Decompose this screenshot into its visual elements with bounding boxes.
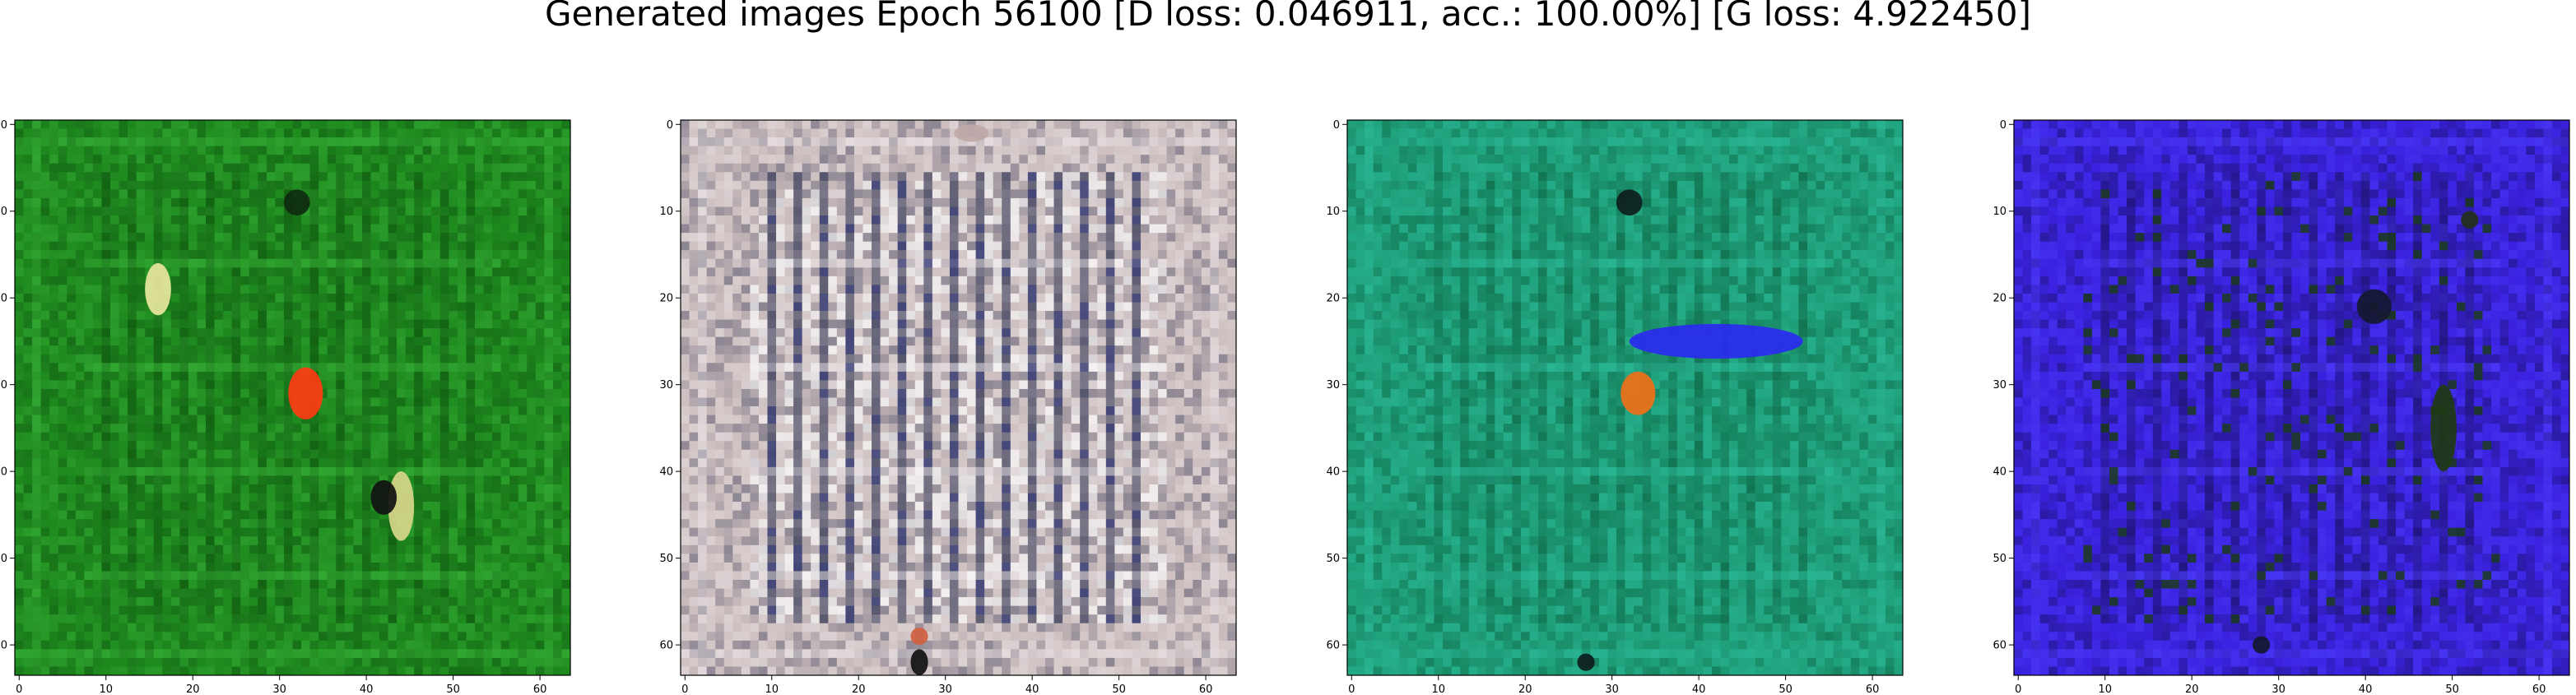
image-panel-2-axes: 0 10 20 30 40 50 60 0 10 20 30 40 50 60: [659, 119, 1212, 695]
image-panel-4-x-tick-label: 10: [2098, 683, 2112, 695]
image-panel-1: 0 10 20 30 40 50 60 0 10 20 30 40 50 60: [0, 119, 571, 695]
image-panel-3-canvas: 0 10 20 30 40 50 60 0 10 20 30 40 50 60: [1326, 119, 1904, 695]
image-panel-2-pixels: [681, 120, 1237, 676]
image-panel-3-x-tick-label: 0: [1348, 683, 1355, 695]
image-panel-1-axes: 0 10 20 30 40 50 60 0 10 20 30 40 50 60: [0, 119, 546, 695]
image-panel-1-hotspot: [288, 367, 323, 419]
image-panel-4-y-tick-label: 10: [1992, 206, 2006, 218]
image-panel-2-frame: [680, 119, 1237, 676]
image-panel-2-y-tick-label: 20: [659, 293, 673, 305]
image-panel-1-x-tick-label: 30: [272, 683, 286, 695]
image-panel-2-y-tick-label: 40: [659, 466, 673, 479]
image-panel-3-hotspot: [1616, 189, 1643, 216]
image-panel-3-pixels: [1347, 120, 1904, 676]
image-panel-1-x-tick-label: 10: [99, 683, 113, 695]
image-panel-3: 0 10 20 30 40 50 60 0 10 20 30 40 50 60: [1326, 119, 1904, 695]
image-panel-3-x-tick-label: 20: [1518, 683, 1532, 695]
image-panel-4-y-tick-label: 50: [1992, 553, 2006, 565]
image-panel-1-y-tick-label: 20: [0, 293, 7, 305]
image-panel-1-hotspot: [145, 263, 171, 316]
image-panel-1-y-tick-label: 40: [0, 466, 7, 479]
image-panel-3-x-tick-label: 50: [1779, 683, 1793, 695]
image-panel-1-y-tick-label: 0: [1, 119, 7, 132]
image-panel-1-hotspot: [283, 189, 310, 216]
image-panel-3-hotspot: [1620, 371, 1656, 415]
image-panel-4: 0 10 20 30 40 50 60 0 10 20 30 40 50 60: [1992, 119, 2570, 695]
image-panel-2-x-tick-label: 0: [681, 683, 688, 695]
image-panel-2-x-tick-label: 10: [765, 683, 779, 695]
image-panel-2-y-tick-label: 50: [659, 553, 673, 565]
image-panel-3-hotspot: [1577, 653, 1595, 671]
image-panel-4-canvas: 0 10 20 30 40 50 60 0 10 20 30 40 50 60: [1992, 119, 2570, 695]
image-panel-1-frame: [14, 119, 571, 676]
image-panel-1-x-tick-label: 0: [16, 683, 22, 695]
image-panel-4-x-tick-label: 20: [2185, 683, 2199, 695]
image-panel-3-frame: [1346, 119, 1904, 676]
image-panel-3-y-tick-label: 50: [1326, 553, 1340, 565]
image-panel-4-y-tick-label: 40: [1992, 466, 2006, 479]
image-panel-1-hotspot: [370, 480, 398, 515]
image-panel-4-hotspot: [2430, 384, 2457, 472]
image-panel-4-frame: [2013, 119, 2570, 676]
image-panel-4-y-tick-label: 60: [1992, 640, 2006, 652]
image-panel-3-y-tick-label: 0: [1333, 119, 1340, 132]
image-panel-3-y-tick-label: 10: [1326, 206, 1340, 218]
image-panel-1-y-tick-label: 60: [0, 640, 7, 652]
image-panel-1-y-tick-label: 10: [0, 206, 7, 218]
image-panel-3-x-tick-label: 10: [1431, 683, 1445, 695]
image-panel-4-x-tick-label: 0: [2015, 683, 2021, 695]
image-panel-4-x-tick-label: 50: [2445, 683, 2459, 695]
image-panel-2-x-tick-label: 50: [1112, 683, 1126, 695]
image-panel-3-x-tick-label: 40: [1692, 683, 1706, 695]
image-panel-3-y-tick-label: 60: [1326, 640, 1340, 652]
image-panel-2-x-tick-label: 60: [1199, 683, 1213, 695]
image-panel-3-y-tick-label: 40: [1326, 466, 1340, 479]
image-panel-4-y-tick-label: 30: [1992, 379, 2006, 392]
image-panel-2-hotspot: [954, 124, 989, 142]
image-panel-4-hotspot: [2356, 289, 2392, 324]
image-panel-2-x-tick-label: 30: [938, 683, 952, 695]
image-panel-3-x-tick-label: 30: [1605, 683, 1619, 695]
image-panel-1-x-tick-label: 60: [533, 683, 547, 695]
image-panel-2-y-tick-label: 10: [659, 206, 673, 218]
image-panel-1-canvas: 0 10 20 30 40 50 60 0 10 20 30 40 50 60: [0, 119, 571, 695]
image-panel-3-y-tick-label: 20: [1326, 293, 1340, 305]
image-panel-3-y-tick-label: 30: [1326, 379, 1340, 392]
image-panel-2: 0 10 20 30 40 50 60 0 10 20 30 40 50 60: [659, 119, 1237, 695]
image-panel-4-y-tick-label: 20: [1992, 293, 2006, 305]
image-panel-4-y-tick-label: 0: [2000, 119, 2006, 132]
image-panel-2-y-tick-label: 0: [667, 119, 673, 132]
image-panel-3-hotspot: [1629, 323, 1803, 359]
image-panel-1-x-tick-label: 20: [186, 683, 200, 695]
image-panel-1-y-tick-label: 30: [0, 379, 7, 392]
image-panel-2-x-tick-label: 40: [1025, 683, 1039, 695]
image-panel-2-canvas: 0 10 20 30 40 50 60 0 10 20 30 40 50 60: [659, 119, 1237, 695]
image-panel-1-x-tick-label: 50: [446, 683, 460, 695]
figure-title: Generated images Epoch 56100 [D loss: 0.…: [544, 0, 2032, 34]
image-panel-2-hotspot: [910, 627, 928, 646]
image-panel-2-y-tick-label: 30: [659, 379, 673, 392]
image-panel-2-x-tick-label: 20: [852, 683, 866, 695]
image-panel-4-x-tick-label: 40: [2359, 683, 2373, 695]
image-panel-3-x-tick-label: 60: [1866, 683, 1880, 695]
image-panel-1-x-tick-label: 40: [360, 683, 374, 695]
image-panel-3-axes: 0 10 20 30 40 50 60 0 10 20 30 40 50 60: [1326, 119, 1879, 695]
image-panel-4-hotspot: [2253, 636, 2271, 654]
image-panel-2-hotspot: [910, 649, 928, 675]
image-panel-4-x-tick-label: 60: [2532, 683, 2546, 695]
image-panel-4-x-tick-label: 30: [2271, 683, 2285, 695]
image-panel-2-y-tick-label: 60: [659, 640, 673, 652]
image-panel-1-y-tick-label: 50: [0, 553, 7, 565]
image-panel-4-hotspot: [2461, 211, 2479, 229]
image-panel-4-axes: 0 10 20 30 40 50 60 0 10 20 30 40 50 60: [1992, 119, 2546, 695]
image-panel-4-pixels: [2014, 120, 2570, 676]
